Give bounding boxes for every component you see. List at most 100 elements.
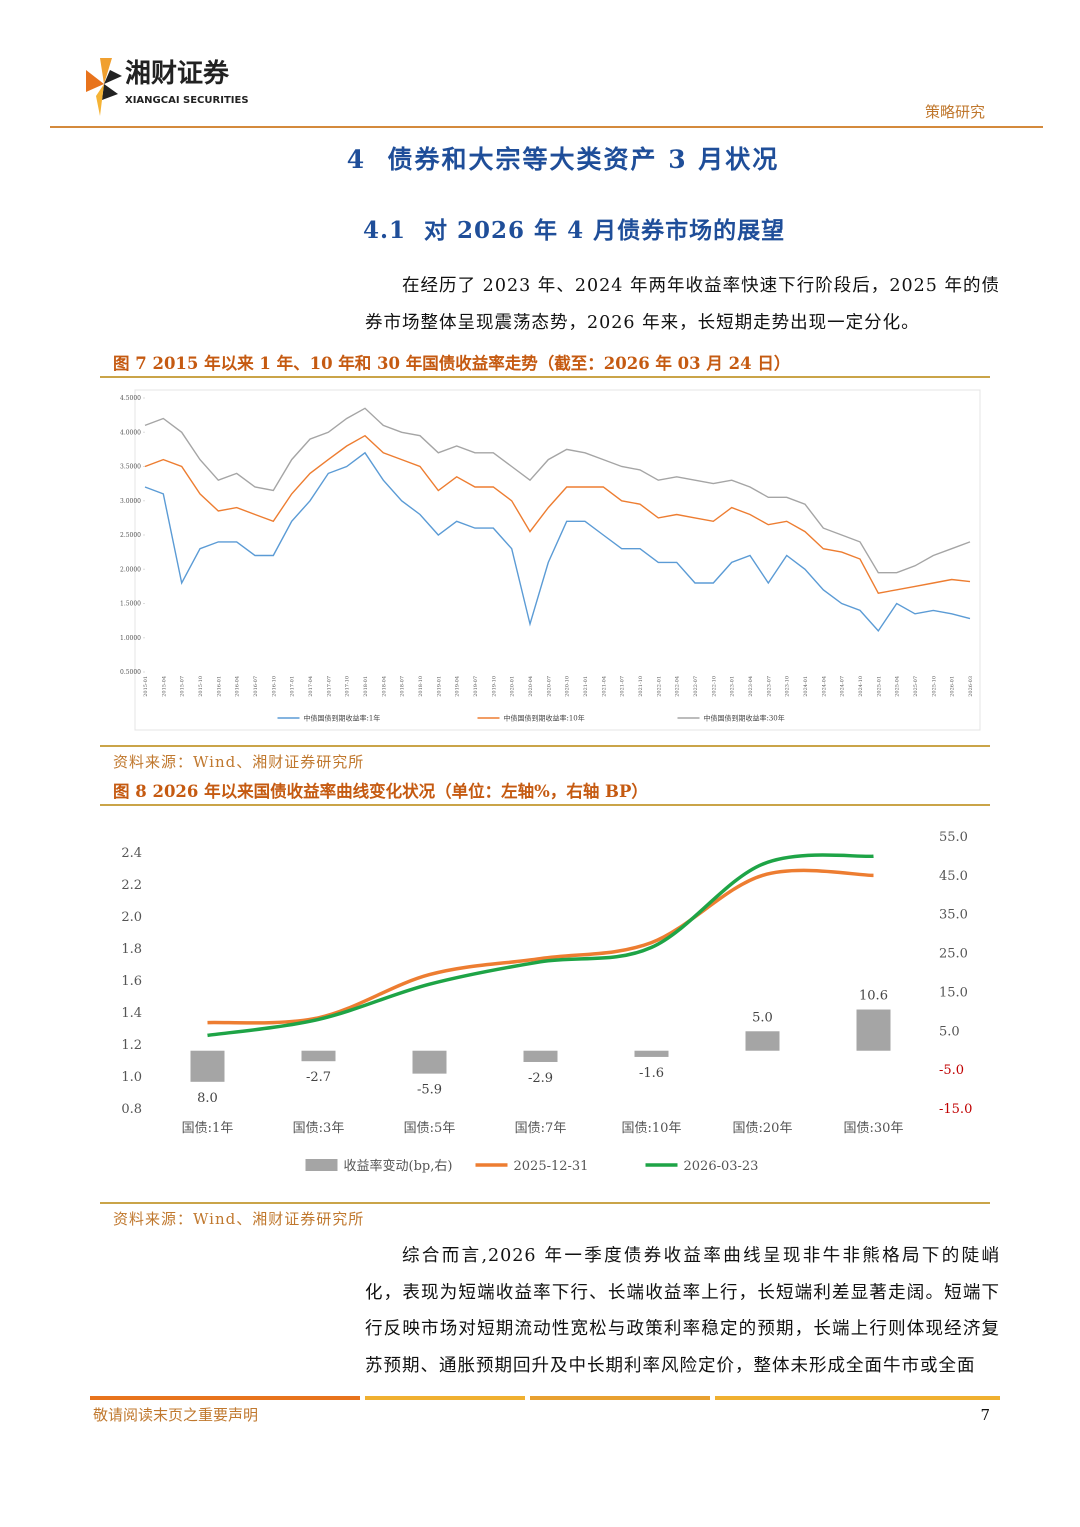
x-tick-label: 2024-07: [840, 676, 846, 697]
y-tick-label: 2.0: [121, 910, 142, 925]
legend-label: 中债国债到期收益率:30年: [704, 714, 785, 723]
figure-source: 资料来源：Wind、湘财证券研究所: [113, 1210, 365, 1228]
column-name: 策略研究: [925, 103, 985, 121]
y2-tick-label: -15.0: [939, 1102, 972, 1117]
x-tick-label: 2019-07: [473, 676, 479, 697]
x-tick-label: 2016-01: [216, 676, 222, 697]
x-tick-label: 2017-04: [308, 676, 314, 697]
figure-caption: 图 8 2026 年以来国债收益率曲线变化状况（单位：左轴%，右轴 BP）: [113, 782, 648, 801]
y2-tick-label: 5.0: [939, 1024, 960, 1039]
x-tick-label: 2018-04: [381, 676, 387, 697]
x-tick-label: 2018-01: [363, 676, 369, 697]
legend-label: 中债国债到期收益率:1年: [304, 714, 381, 723]
page-number: 7: [980, 1406, 990, 1424]
x-tick-label: 国债:1年: [182, 1121, 234, 1136]
x-tick-label: 国债:3年: [293, 1121, 345, 1136]
x-tick-label: 2019-04: [455, 676, 461, 697]
data-label: 10.6: [859, 989, 888, 1004]
y-tick-label: 1.2: [121, 1038, 142, 1053]
x-tick-label: 2020-07: [546, 676, 552, 697]
x-tick-label: 2015-10: [198, 676, 204, 697]
subsection-title: 4.1 对 2026 年 4 月债券市场的展望: [363, 217, 786, 244]
x-tick-label: 2022-04: [675, 676, 681, 697]
data-label: -2.9: [528, 1071, 553, 1086]
x-tick-label: 国债:5年: [404, 1121, 456, 1136]
y-tick-label: 1.5000: [120, 601, 141, 608]
x-tick-label: 2025-01: [876, 676, 882, 697]
y-tick-label: 0.5000: [120, 669, 141, 676]
x-tick-label: 2025-10: [931, 676, 937, 697]
x-tick-label: 2018-07: [400, 676, 406, 697]
x-tick-label: 2018-10: [418, 676, 424, 697]
y-tick-label: 1.8: [121, 942, 142, 957]
data-label: -5.9: [417, 1083, 442, 1098]
x-tick-label: 2021-01: [583, 676, 589, 697]
bar: [745, 1031, 780, 1051]
data-label: -2.7: [306, 1070, 331, 1085]
x-tick-label: 2015-01: [143, 676, 149, 697]
x-tick-label: 2026-01: [950, 676, 956, 697]
y2-tick-label: 35.0: [939, 908, 968, 923]
y-tick-label: 4.0000: [120, 429, 141, 436]
series-line: [144, 434, 971, 594]
y-tick-label: 0.8: [121, 1102, 142, 1117]
x-tick-label: 2017-01: [290, 676, 296, 697]
series-line: [207, 853, 874, 1038]
bar: [634, 1050, 669, 1057]
y-tick-label: 1.6: [121, 974, 142, 989]
x-tick-label: 国债:7年: [515, 1121, 567, 1136]
x-tick-label: 2023-10: [785, 676, 791, 697]
legend-label: 中债国债到期收益率:10年: [504, 714, 585, 723]
x-tick-label: 2024-04: [821, 676, 827, 697]
y-tick-label: 1.0: [121, 1070, 142, 1085]
x-tick-label: 2020-04: [528, 676, 534, 697]
company-name-en: XIANGCAI SECURITIES: [125, 95, 249, 106]
y-tick-label: 4.5000: [120, 395, 141, 402]
logo-icon: [86, 58, 122, 116]
x-tick-label: 2022-07: [693, 676, 699, 697]
x-tick-label: 国债:10年: [622, 1121, 682, 1136]
data-label: -1.6: [639, 1066, 664, 1081]
legend-swatch: [305, 1159, 338, 1171]
x-tick-label: 2016-07: [253, 676, 259, 697]
y-tick-label: 1.4: [121, 1006, 142, 1021]
figure-source: 资料来源：Wind、湘财证券研究所: [113, 753, 365, 771]
y-tick-label: 2.0000: [120, 566, 141, 573]
y-tick-label: 1.0000: [120, 635, 141, 642]
y2-tick-label: 25.0: [939, 947, 968, 962]
x-tick-label: 2017-10: [345, 676, 351, 697]
bar: [190, 1050, 225, 1082]
y2-tick-label: -5.0: [939, 1063, 964, 1078]
y-tick-label: 2.2: [121, 878, 142, 893]
data-label: 8.0: [197, 1091, 218, 1106]
x-tick-label: 2024-01: [803, 676, 809, 697]
x-tick-label: 2021-10: [638, 676, 644, 697]
bar: [412, 1050, 447, 1074]
footer-notice: 敬请阅读末页之重要声明: [93, 1406, 258, 1424]
bar: [523, 1050, 558, 1062]
x-tick-label: 2023-01: [730, 676, 736, 697]
bar: [301, 1050, 336, 1062]
x-tick-label: 2015-04: [161, 676, 167, 697]
legend-label: 2025-12-31: [514, 1159, 589, 1174]
x-tick-label: 2019-01: [436, 676, 442, 697]
footer-rule: [90, 1396, 1000, 1400]
x-tick-label: 2021-07: [620, 676, 626, 697]
x-tick-label: 2022-10: [711, 676, 717, 697]
x-tick-label: 2021-04: [601, 676, 607, 697]
y2-tick-label: 15.0: [939, 985, 968, 1000]
x-tick-label: 2025-07: [913, 676, 919, 697]
series-line: [144, 451, 971, 633]
x-tick-label: 2023-07: [766, 676, 772, 697]
legend-label: 收益率变动(bp,右): [344, 1158, 453, 1174]
data-label: 5.0: [752, 1010, 773, 1025]
x-tick-label: 2019-10: [491, 676, 497, 697]
x-tick-label: 2022-01: [656, 676, 662, 697]
section-title: 4 债券和大宗等大类资产 3 月状况: [346, 145, 780, 174]
series-line: [144, 407, 971, 574]
y2-tick-label: 55.0: [939, 830, 968, 845]
legend-label: 2026-03-23: [684, 1159, 759, 1174]
y-tick-label: 3.5000: [120, 464, 141, 471]
